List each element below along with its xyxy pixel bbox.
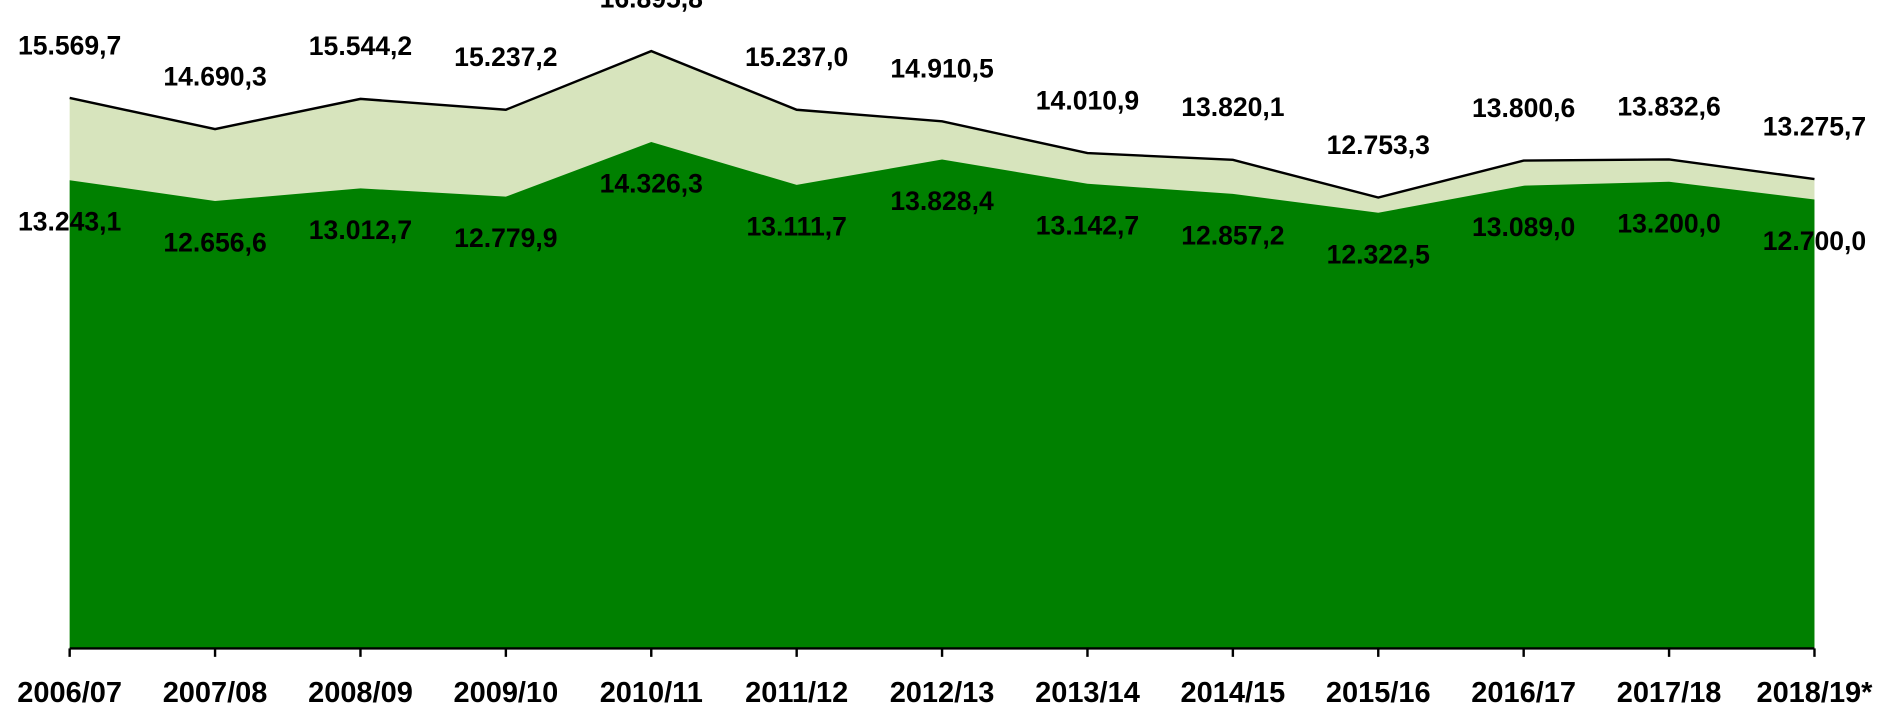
data-label: 13.820,1 (1181, 92, 1285, 122)
x-tick-label: 2006/07 (17, 677, 122, 709)
x-tick-label: 2017/18 (1617, 677, 1722, 709)
area-outline (69, 49, 1815, 199)
data-label: 16.895,8 (600, 0, 703, 13)
data-label: 13.828,4 (890, 186, 994, 216)
x-tick-label: 2011/12 (745, 677, 848, 709)
data-label: 13.111,7 (746, 211, 846, 241)
data-label: 14.326,3 (600, 168, 703, 198)
data-label: 13.142,7 (1036, 210, 1139, 240)
data-label: 12.656,6 (163, 227, 266, 257)
data-label: 13.832,6 (1617, 92, 1720, 122)
data-label: 13.275,7 (1763, 111, 1866, 141)
data-label: 13.012,7 (309, 215, 412, 245)
data-label: 12.322,5 (1327, 239, 1431, 269)
data-label: 12.779,9 (454, 223, 557, 253)
x-tick-label: 2016/17 (1471, 677, 1576, 709)
x-tick-label: 2015/16 (1326, 677, 1431, 709)
x-tick-label: 2012/13 (890, 677, 995, 709)
data-label: 13.200,0 (1617, 208, 1720, 238)
x-tick-label: 2013/14 (1035, 677, 1140, 709)
data-label: 12.857,2 (1181, 220, 1284, 250)
data-label: 15.237,0 (745, 42, 848, 72)
data-label: 14.010,9 (1036, 85, 1139, 115)
data-label: 12.753,3 (1327, 130, 1430, 160)
data-label: 13.243,1 (18, 207, 122, 237)
data-label: 13.089,0 (1472, 212, 1575, 242)
data-label: 15.569,7 (18, 30, 121, 60)
data-label: 14.690,3 (163, 61, 266, 91)
x-tick-label: 2008/09 (308, 677, 413, 709)
x-tick-label: 2014/15 (1181, 677, 1286, 709)
area (69, 141, 1815, 649)
x-tick-label: 2010/11 (600, 677, 703, 709)
data-label: 12.700,0 (1763, 226, 1866, 256)
x-tick-label: 2007/08 (163, 677, 268, 709)
x-tick-label: 2009/10 (454, 677, 559, 709)
data-label: 15.237,2 (454, 42, 557, 72)
data-label: 15.544,2 (309, 31, 412, 61)
data-label: 13.800,6 (1472, 93, 1575, 123)
data-label: 14.910,5 (890, 54, 994, 84)
x-tick-label: 2018/19* (1756, 677, 1873, 709)
